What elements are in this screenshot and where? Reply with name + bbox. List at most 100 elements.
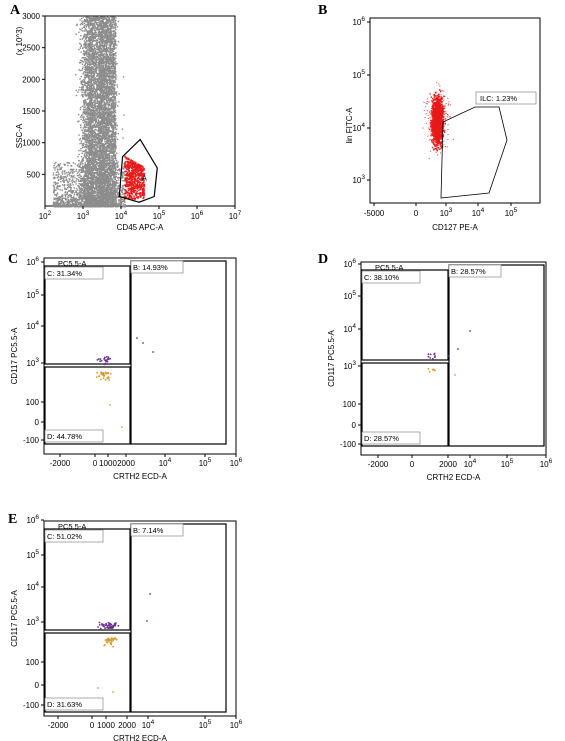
point-grey [86,98,88,101]
point-grey [86,181,89,183]
point-grey [81,202,83,205]
point-grey [86,186,88,188]
point-grey [95,110,97,112]
point-grey [110,119,113,121]
point-grey [90,131,92,133]
point-grey [113,32,115,35]
point-grey [89,41,92,43]
point-grey [107,124,109,126]
point-grey [90,49,92,51]
point-grey [94,16,97,19]
point-grey [92,120,94,122]
point-grey [91,88,93,90]
point-grey [88,160,90,163]
point-grey [115,160,118,162]
point-grey [96,116,99,118]
point-grey [82,84,84,86]
point-grey [94,48,97,50]
point-grey [90,169,92,171]
point-grey [113,100,115,102]
point-grey [96,126,98,128]
point-grey [94,157,97,159]
point-grey [83,70,86,73]
point-grey [87,121,90,123]
point-grey [107,135,109,137]
point-grey [112,27,115,29]
point-grey [102,149,105,151]
point-grey [84,113,86,116]
point-grey [80,140,83,142]
point-grey [98,124,100,126]
point-grey [87,144,89,147]
point-grey [89,89,91,91]
point-grey [99,82,101,84]
point-grey [91,178,94,180]
point-grey [95,19,97,21]
point-grey [110,125,113,127]
point-grey [91,58,94,60]
point-grey [86,51,89,54]
point-grey [100,41,102,43]
point-grey [94,139,97,141]
point-grey [88,130,91,133]
point-grey [112,75,114,77]
point-grey [90,71,92,73]
point-grey [116,94,118,96]
point-grey [84,184,87,186]
point-grey [92,78,94,81]
point-grey [89,57,91,60]
point-grey [93,16,95,18]
point-grey [89,159,92,161]
point-grey [88,112,90,115]
point-grey [81,168,83,170]
point-grey [105,54,107,56]
point-grey [96,100,99,102]
point-grey [102,181,105,183]
point-grey [87,137,90,139]
point-grey [110,110,112,112]
point-grey [85,62,87,64]
point-grey [96,102,99,105]
point-grey [94,96,96,98]
point-grey [87,73,89,75]
point-grey [89,83,91,85]
point-grey [100,27,103,30]
point-grey [89,85,92,88]
point-grey [109,23,112,25]
point-grey [97,85,99,87]
point-grey [94,37,96,39]
point-grey [83,72,85,74]
point-grey [79,86,81,89]
point-grey [88,57,90,59]
point-grey [100,67,102,69]
point-grey [85,28,87,31]
point-grey [90,135,93,137]
point-grey [85,138,87,140]
point-grey [94,21,96,23]
point-grey [86,35,88,37]
point-grey [104,76,106,78]
point-grey [98,97,100,99]
point-grey [89,185,91,188]
point-grey [85,36,87,38]
point-grey [86,116,89,118]
point-grey [81,38,83,40]
point-grey [87,56,89,58]
point-grey [105,120,108,122]
point-grey [78,89,80,91]
point-grey [90,94,93,97]
point-grey [95,69,98,71]
point-grey [92,90,94,93]
point-grey [96,53,98,55]
point-grey [88,80,90,82]
point-grey [85,117,87,120]
point-grey [111,99,114,102]
point-grey [96,137,98,139]
point-grey [94,104,96,107]
point-grey [93,75,95,77]
point-grey [94,144,96,146]
point-grey [92,61,95,63]
point-grey [84,119,86,121]
point-grey [88,58,91,60]
point-grey [97,124,100,127]
